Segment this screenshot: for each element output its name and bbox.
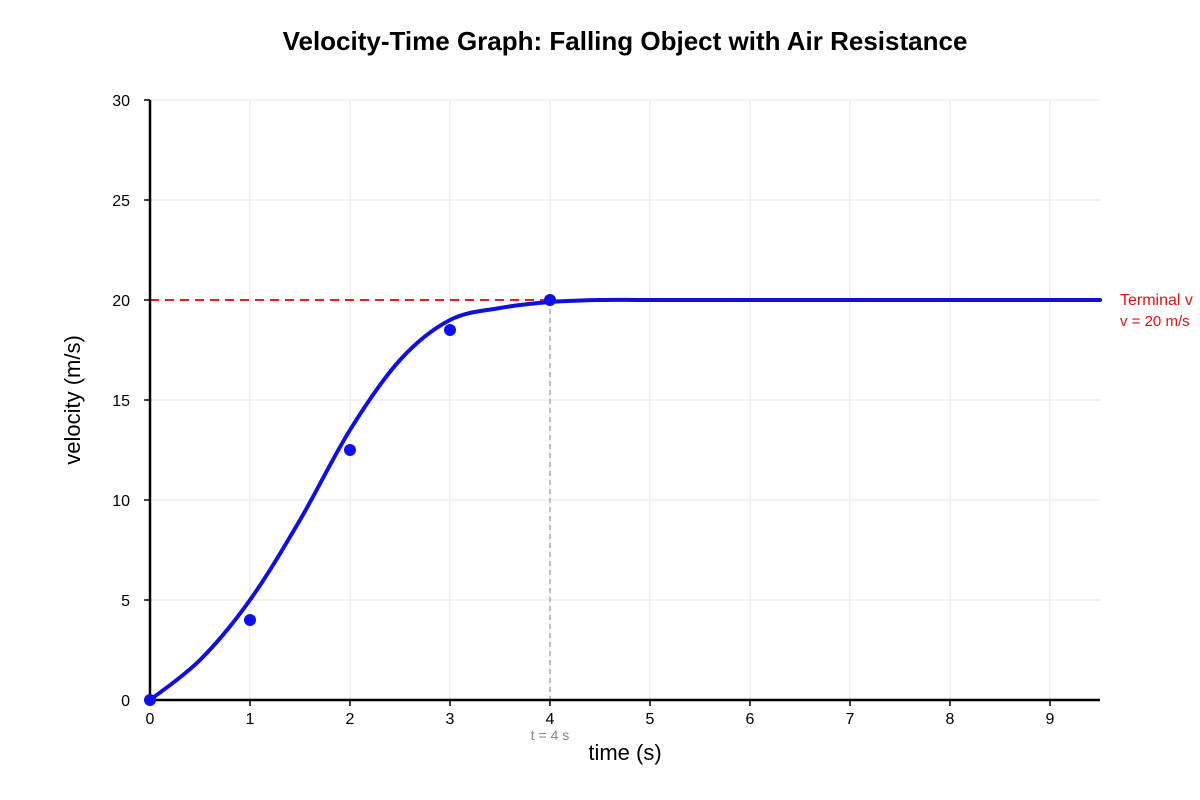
data-point-3 bbox=[444, 324, 456, 336]
y-axis-label: velocity (m/s) bbox=[60, 335, 85, 465]
x-tick-label-6: 6 bbox=[746, 711, 755, 728]
axes bbox=[144, 99, 1100, 706]
time-marker-label: t = 4 s bbox=[531, 727, 570, 743]
x-tick-label-3: 3 bbox=[446, 711, 455, 728]
data-point-1 bbox=[244, 614, 256, 626]
y-tick-label-20: 20 bbox=[112, 293, 130, 310]
x-axis-label: time (s) bbox=[588, 740, 661, 765]
x-tick-label-5: 5 bbox=[646, 711, 655, 728]
data-series bbox=[144, 294, 1102, 706]
y-tick-label-15: 15 bbox=[112, 393, 130, 410]
x-tick-label-9: 9 bbox=[1046, 711, 1055, 728]
y-tick-label-25: 25 bbox=[112, 193, 130, 210]
grid-lines bbox=[150, 99, 1100, 700]
x-tick-label-8: 8 bbox=[946, 711, 955, 728]
y-tick-label-30: 30 bbox=[112, 93, 130, 110]
x-tick-label-0: 0 bbox=[146, 711, 155, 728]
chart-title: Velocity-Time Graph: Falling Object with… bbox=[283, 26, 968, 56]
y-tick-label-10: 10 bbox=[112, 493, 130, 510]
y-tick-label-5: 5 bbox=[121, 593, 130, 610]
data-point-0 bbox=[144, 694, 156, 706]
x-tick-label-1: 1 bbox=[246, 711, 255, 728]
y-tick-label-0: 0 bbox=[121, 693, 130, 710]
data-point-4 bbox=[544, 294, 556, 306]
reference-lines bbox=[150, 299, 551, 700]
tick-labels: 0 1 2 3 4 5 6 7 8 9 0 5 10 15 20 25 30 bbox=[112, 93, 1054, 728]
terminal-velocity-label: Terminal v bbox=[1120, 292, 1193, 309]
x-tick-label-2: 2 bbox=[346, 711, 355, 728]
x-tick-label-7: 7 bbox=[846, 711, 855, 728]
x-tick-label-4: 4 bbox=[546, 711, 555, 728]
terminal-velocity-value-label: v = 20 m/s bbox=[1120, 313, 1190, 330]
velocity-curve bbox=[148, 297, 1102, 702]
data-point-2 bbox=[344, 444, 356, 456]
